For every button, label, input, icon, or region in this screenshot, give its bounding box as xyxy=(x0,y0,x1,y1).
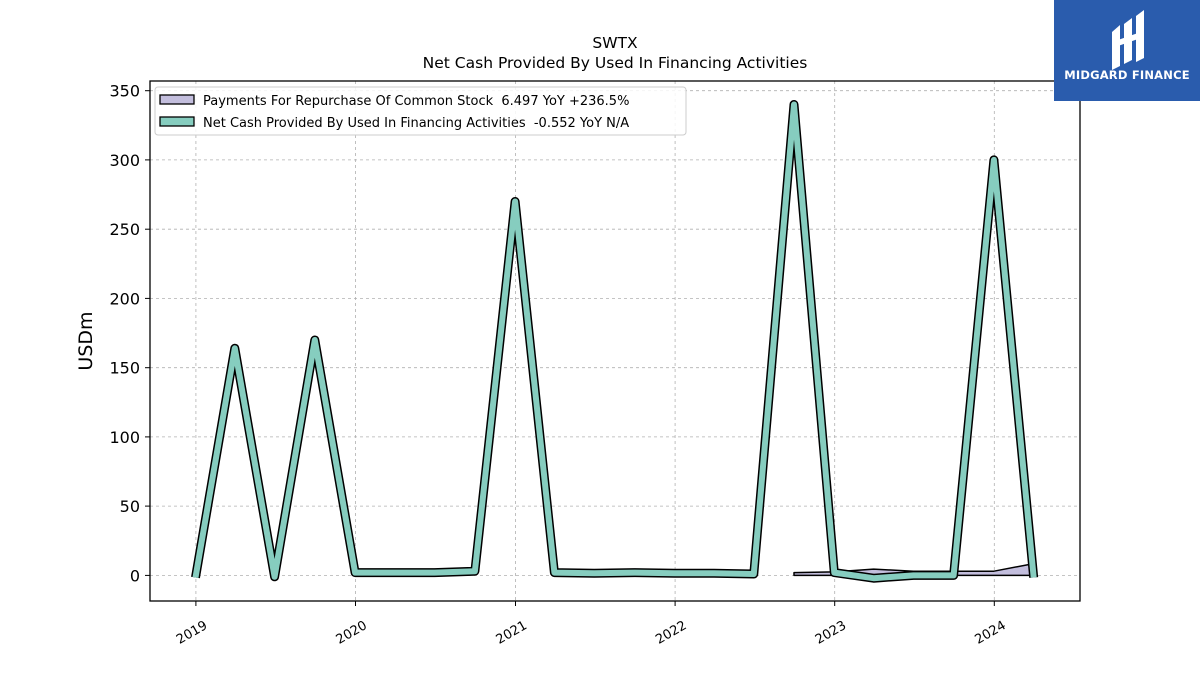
midgard-logo-icon xyxy=(1112,10,1144,70)
x-axis: 2019 2020 2021 2022 2023 2024 xyxy=(174,601,1009,648)
x-tick-label: 2023 xyxy=(813,618,849,648)
chart-subtitle: Net Cash Provided By Used In Financing A… xyxy=(423,54,808,72)
y-tick-label: 250 xyxy=(109,220,140,239)
legend-label-financing: Net Cash Provided By Used In Financing A… xyxy=(203,116,629,131)
x-tick-label: 2019 xyxy=(174,618,210,648)
series-financing-line xyxy=(192,101,1037,582)
legend-swatch-repurchase xyxy=(159,94,195,105)
x-tick-label: 2020 xyxy=(334,618,370,648)
y-tick-label: 350 xyxy=(109,82,140,101)
chart-title: SWTX xyxy=(592,34,638,52)
series-financing-outline xyxy=(191,100,1039,583)
x-tick-label: 2022 xyxy=(653,618,689,648)
y-tick-label: 200 xyxy=(109,289,140,308)
logo-text: MIDGARD FINANCE xyxy=(1064,68,1190,82)
legend-label-repurchase: Payments For Repurchase Of Common Stock … xyxy=(203,94,629,109)
legend: Payments For Repurchase Of Common Stock … xyxy=(154,86,687,136)
y-tick-label: 300 xyxy=(109,151,140,170)
x-tick-label: 2021 xyxy=(494,618,530,648)
x-tick-label: 2024 xyxy=(972,618,1008,648)
plot-frame xyxy=(149,80,1081,602)
y-tick-label: 50 xyxy=(120,497,140,516)
y-tick-label: 0 xyxy=(130,566,140,585)
y-tick-label: 150 xyxy=(109,359,140,378)
y-axis-label: USDm xyxy=(75,311,97,370)
grid-lines xyxy=(150,81,1080,601)
legend-box xyxy=(154,86,687,136)
y-axis: 0 50 100 150 200 250 300 350 xyxy=(109,82,150,585)
brand-logo: MIDGARD FINANCE xyxy=(1054,0,1200,101)
y-tick-label: 100 xyxy=(109,428,140,447)
series-layer xyxy=(191,100,1039,583)
legend-swatch-financing xyxy=(159,116,195,127)
